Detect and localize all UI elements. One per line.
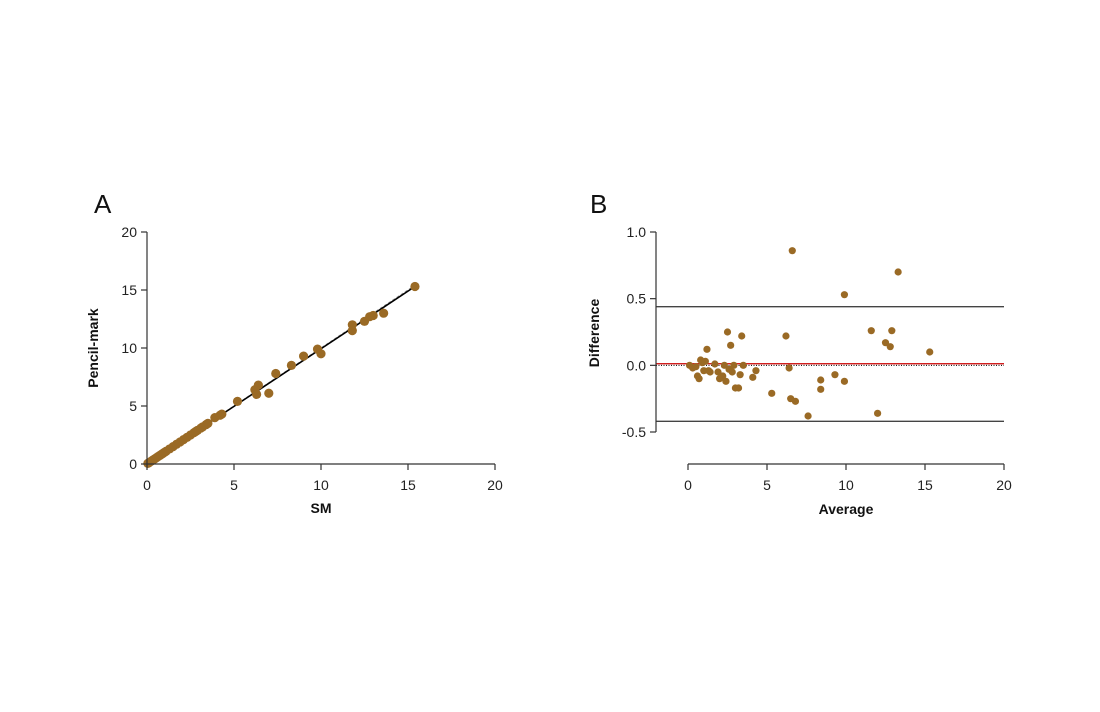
panel-b-data-point — [722, 377, 730, 385]
panel-b-data-point — [749, 373, 757, 381]
panel-a-x-tick-label: 20 — [487, 477, 503, 493]
panel-b-data-point — [711, 360, 719, 368]
panel-a-plot-area — [143, 281, 420, 469]
panel-b-data-point — [706, 368, 714, 376]
panel-a-y-axis-title: Pencil-mark — [85, 308, 101, 388]
panel-a-data-point — [379, 308, 389, 318]
panel-a-y-tick-label: 15 — [121, 282, 137, 298]
panel-b-x-tick-label: 10 — [838, 477, 854, 493]
panel-b-data-point — [874, 409, 882, 417]
panel-a-data-point — [217, 409, 227, 419]
panel-a-data-point — [203, 418, 213, 428]
panel-a-x-tick-label: 10 — [313, 477, 329, 493]
panel-b-x-tick-label: 0 — [684, 477, 692, 493]
panel-b-y-axis-title: Difference — [586, 299, 602, 368]
panel-b-x-tick-label: 20 — [996, 477, 1012, 493]
panel-b-x-tick-label: 15 — [917, 477, 933, 493]
panel-b-data-point — [768, 389, 776, 397]
panel-b-data-point — [785, 364, 793, 372]
panel-a-x-tick-label: 5 — [230, 477, 238, 493]
panel-a-data-point — [271, 368, 281, 379]
panel-b-data-point — [926, 348, 934, 356]
panel-a-y-tick-label: 0 — [129, 456, 137, 472]
panel-a-data-point — [299, 351, 309, 361]
panel-b-data-point — [867, 327, 875, 335]
panel-b-data-point — [728, 368, 736, 376]
panel-b-axes: 0 5 10 15 20 -0.5 0.0 0.5 1.0 — [622, 224, 1012, 493]
panel-b-data-point — [701, 357, 709, 365]
panel-b-plot-area — [656, 247, 1004, 423]
panel-b-x-tick-label: 5 — [763, 477, 771, 493]
panel-b-y-tick-label: 1.0 — [627, 224, 647, 240]
panel-b-data-point — [695, 375, 703, 383]
panel-b-x-axis-title: Average — [819, 501, 874, 517]
panel-a-x-axis-title: SM — [311, 500, 332, 516]
panel-a-data-point — [286, 360, 297, 370]
panel-b-data-point — [720, 361, 728, 369]
panel-b-y-tick-label: 0.0 — [627, 357, 647, 373]
panel-a-letter: A — [94, 189, 112, 219]
panel-b-data-point — [840, 291, 849, 299]
panel-b-data-point — [894, 268, 902, 276]
panel-b-data-point — [714, 368, 722, 376]
panel-a-data-point — [232, 396, 243, 406]
panel-b-data-point — [738, 332, 746, 340]
panel-b-data-point — [734, 384, 743, 392]
panel-b-letter: B — [590, 189, 607, 219]
panel-b-data-point — [817, 385, 825, 393]
panel-b-data-point — [888, 327, 896, 335]
panel-a-x-tick-label: 15 — [400, 477, 416, 493]
panel-b-data-point — [692, 363, 700, 371]
panel-b-data-point — [840, 377, 849, 385]
panel-b-data-point — [788, 247, 796, 255]
panel-b-data-point — [719, 372, 727, 380]
panel-a-data-point — [253, 380, 263, 390]
panel-b-data-point — [791, 397, 800, 405]
panel-a-data-point — [368, 310, 378, 321]
panel-b-y-tick-label: 0.5 — [627, 291, 647, 307]
panel-b-data-point — [886, 343, 894, 351]
panel-b-data-point — [817, 376, 825, 384]
panel-a-data-point — [316, 349, 326, 359]
panel-b-data-point — [730, 361, 738, 369]
panel-b-data-point — [752, 367, 760, 375]
panel-a-y-tick-label: 20 — [121, 224, 137, 240]
panel-b-data-point — [831, 371, 839, 379]
panel-a-x-tick-label: 0 — [143, 477, 151, 493]
panel-b-data-point — [703, 345, 711, 353]
panel-a: A 0 5 10 15 20 0 5 10 15 20 SM Pencil-mark — [85, 189, 503, 516]
panel-b-data-point — [782, 332, 790, 340]
panel-b-data-point — [736, 371, 744, 379]
panel-b: B 0 5 10 15 20 -0.5 0.0 0.5 1.0 Average Differen… — [586, 189, 1012, 517]
panel-a-data-point — [347, 326, 357, 336]
panel-b-data-point — [804, 412, 812, 420]
panel-a-data-point — [252, 389, 262, 399]
panel-b-data-point — [739, 361, 747, 369]
panel-a-y-tick-label: 10 — [121, 340, 137, 356]
panel-a-axes: 0 5 10 15 20 0 5 10 15 20 — [121, 224, 503, 493]
panel-b-data-point — [723, 328, 732, 336]
panel-a-data-point — [410, 281, 420, 292]
panel-a-data-point — [264, 388, 274, 398]
panel-a-y-tick-label: 5 — [129, 398, 137, 414]
panel-b-data-point — [727, 341, 735, 349]
panel-b-y-tick-label: -0.5 — [622, 424, 646, 440]
panel-b-data-point — [881, 339, 890, 347]
